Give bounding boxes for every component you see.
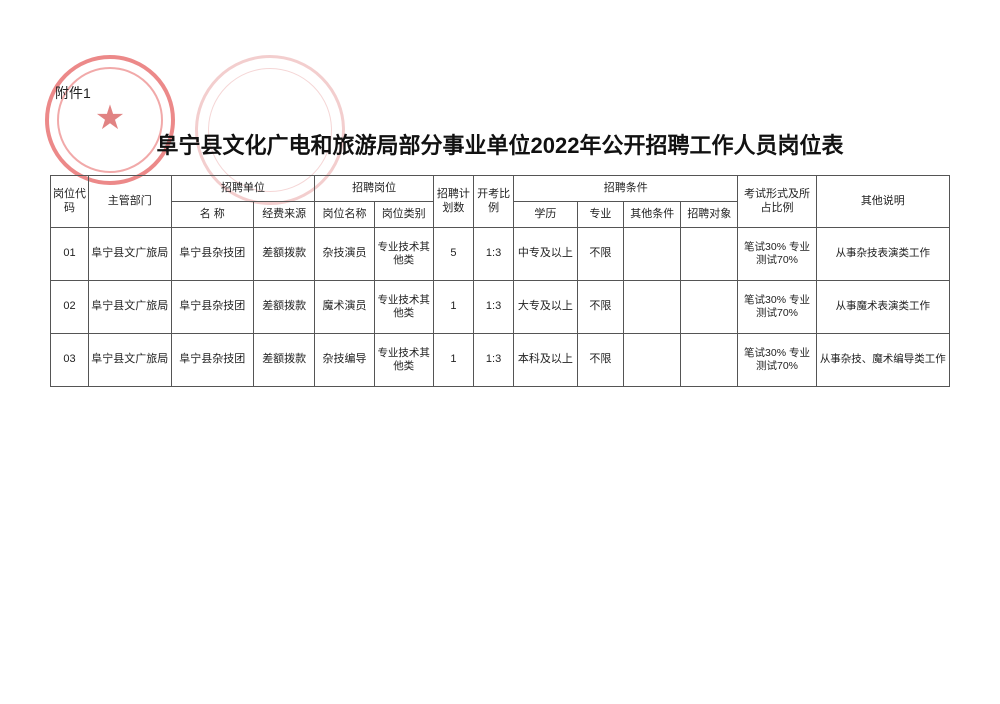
table-row: 02 阜宁县文广旅局 阜宁县杂技团 差额拨款 魔术演员 专业技术其他类 1 1:… <box>51 281 950 334</box>
th-post: 招聘岗位 <box>315 176 433 202</box>
cell-unit: 阜宁县杂技团 <box>171 334 253 387</box>
cell-ratio: 1:3 <box>473 281 513 334</box>
cell-major: 不限 <box>577 334 624 387</box>
cell-ratio: 1:3 <box>473 228 513 281</box>
th-plan: 招聘计划数 <box>433 176 473 228</box>
cell-postname: 杂技编导 <box>315 334 374 387</box>
cell-other <box>624 281 681 334</box>
cell-unit: 阜宁县杂技团 <box>171 228 253 281</box>
cell-target <box>681 281 738 334</box>
table-row: 01 阜宁县文广旅局 阜宁县杂技团 差额拨款 杂技演员 专业技术其他类 5 1:… <box>51 228 950 281</box>
th-post-type: 岗位类别 <box>374 202 433 228</box>
cell-plan: 1 <box>433 281 473 334</box>
cell-note: 从事魔术表演类工作 <box>816 281 949 334</box>
th-ratio: 开考比例 <box>473 176 513 228</box>
cell-exam: 笔试30% 专业测试70% <box>738 281 816 334</box>
page: ★ 附件1 阜宁县文化广电和旅游局部分事业单位2022年公开招聘工作人员岗位表 … <box>0 0 1000 704</box>
cell-plan: 1 <box>433 334 473 387</box>
cell-posttype: 专业技术其他类 <box>374 334 433 387</box>
cell-dept: 阜宁县文广旅局 <box>89 228 171 281</box>
page-title: 阜宁县文化广电和旅游局部分事业单位2022年公开招聘工作人员岗位表 <box>0 128 1000 160</box>
positions-table: 岗位代码 主管部门 招聘单位 招聘岗位 招聘计划数 开考比例 招聘条件 考试形式… <box>50 175 950 387</box>
cell-postname: 魔术演员 <box>315 281 374 334</box>
th-other: 其他条件 <box>624 202 681 228</box>
cell-posttype: 专业技术其他类 <box>374 228 433 281</box>
cell-fund: 差额拨款 <box>254 228 315 281</box>
cell-fund: 差额拨款 <box>254 281 315 334</box>
cell-fund: 差额拨款 <box>254 334 315 387</box>
table-body: 01 阜宁县文广旅局 阜宁县杂技团 差额拨款 杂技演员 专业技术其他类 5 1:… <box>51 228 950 387</box>
table-head: 岗位代码 主管部门 招聘单位 招聘岗位 招聘计划数 开考比例 招聘条件 考试形式… <box>51 176 950 228</box>
cell-dept: 阜宁县文广旅局 <box>89 281 171 334</box>
th-exam: 考试形式及所占比例 <box>738 176 816 228</box>
cell-posttype: 专业技术其他类 <box>374 281 433 334</box>
cell-unit: 阜宁县杂技团 <box>171 281 253 334</box>
attachment-label: 附件1 <box>55 83 91 103</box>
cell-ratio: 1:3 <box>473 334 513 387</box>
cell-major: 不限 <box>577 228 624 281</box>
table-row: 03 阜宁县文广旅局 阜宁县杂技团 差额拨款 杂技编导 专业技术其他类 1 1:… <box>51 334 950 387</box>
cell-dept: 阜宁县文广旅局 <box>89 334 171 387</box>
cell-exam: 笔试30% 专业测试70% <box>738 334 816 387</box>
th-target: 招聘对象 <box>681 202 738 228</box>
cell-other <box>624 334 681 387</box>
th-unit-name: 名 称 <box>171 202 253 228</box>
th-major: 专业 <box>577 202 624 228</box>
th-code: 岗位代码 <box>51 176 89 228</box>
cell-code: 03 <box>51 334 89 387</box>
cell-code: 01 <box>51 228 89 281</box>
cell-edu: 本科及以上 <box>514 334 577 387</box>
cell-code: 02 <box>51 281 89 334</box>
cell-exam: 笔试30% 专业测试70% <box>738 228 816 281</box>
cell-target <box>681 228 738 281</box>
th-unit: 招聘单位 <box>171 176 315 202</box>
cell-major: 不限 <box>577 281 624 334</box>
th-dept: 主管部门 <box>89 176 171 228</box>
th-cond: 招聘条件 <box>514 176 738 202</box>
th-note: 其他说明 <box>816 176 949 228</box>
cell-other <box>624 228 681 281</box>
cell-target <box>681 334 738 387</box>
cell-plan: 5 <box>433 228 473 281</box>
cell-note: 从事杂技、魔术编导类工作 <box>816 334 949 387</box>
cell-note: 从事杂技表演类工作 <box>816 228 949 281</box>
cell-edu: 中专及以上 <box>514 228 577 281</box>
cell-postname: 杂技演员 <box>315 228 374 281</box>
red-stamp-1: ★ <box>45 55 175 185</box>
th-edu: 学历 <box>514 202 577 228</box>
th-unit-fund: 经费来源 <box>254 202 315 228</box>
th-post-name: 岗位名称 <box>315 202 374 228</box>
cell-edu: 大专及以上 <box>514 281 577 334</box>
